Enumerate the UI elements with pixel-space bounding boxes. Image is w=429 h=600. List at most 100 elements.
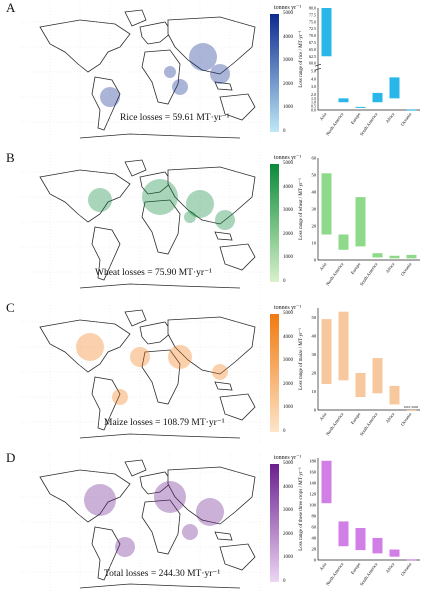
loss-hotspot: [210, 64, 230, 84]
range-bar-north-america: [338, 311, 349, 381]
x-category-label: Europe: [350, 262, 362, 276]
y-tick-label: 80.0: [309, 6, 316, 11]
y-tick-label: 10: [312, 389, 317, 394]
y-tick-label: 20: [312, 370, 317, 375]
landmass-shape: [167, 166, 256, 225]
landmass-shape: [219, 243, 256, 271]
panel-d: D Total losses = 244.30 MT·yr⁻¹ tonnes yr⁻…: [0, 450, 429, 596]
y-tick-label: 67.5: [309, 40, 316, 45]
y-tick-label: 50: [312, 173, 317, 178]
colorbar-tick-label: 5000: [283, 11, 293, 16]
chart-axes: [317, 458, 420, 561]
range-bar-asia: [321, 8, 332, 57]
colorbar: [270, 164, 279, 282]
loss-hotspot: [112, 389, 128, 405]
loss-hotspot: [142, 179, 178, 215]
colorbar-unit: tonnes yr⁻¹: [274, 455, 302, 461]
range-bar-south-america: [372, 253, 383, 258]
y-tick-label: 60: [312, 524, 317, 529]
panel-a: A Rice losses = 59.61 MT·yr⁻¹ tonnes yr⁻¹ 5…: [0, 0, 429, 146]
colorbar-tick-label: 4000: [283, 34, 293, 40]
y-axis-label: Loss range of rice / MT·yr⁻¹: [298, 30, 304, 88]
landmass-shape: [91, 526, 121, 581]
y-tick-label: 72.5: [309, 26, 316, 31]
y-tick-label: 65.0: [309, 47, 316, 52]
landmass-shape: [124, 159, 147, 177]
panel-letter: A: [6, 0, 16, 15]
map-graticule: [20, 152, 265, 292]
map-graticule: [20, 302, 265, 442]
colorbar: [270, 314, 279, 432]
y-tick-label: 160: [309, 469, 317, 474]
landmass-shape: [141, 199, 181, 255]
loss-hotspots: [84, 481, 224, 557]
panel-letter: C: [6, 300, 15, 315]
colorbar-tick-label: 1000: [283, 555, 293, 561]
x-category-label: North America: [325, 262, 345, 287]
world-map: [20, 302, 265, 442]
loss-hotspot: [184, 211, 196, 223]
world-map: [20, 2, 265, 142]
loss-hotspot: [100, 87, 120, 107]
landmass-shape: [39, 169, 131, 223]
x-category-label: North America: [325, 562, 345, 587]
y-tick-label: 120: [309, 491, 317, 496]
y-tick-label: 20: [312, 224, 317, 229]
x-category-label: North America: [325, 412, 345, 437]
x-category-label: Europe: [350, 412, 362, 426]
loss-total-label: Wheat losses = 75.90 MT·yr⁻¹: [95, 268, 212, 278]
range-bar-north-america: [338, 234, 349, 250]
y-tick-label: 0: [314, 408, 317, 413]
x-category-label: Africa: [385, 262, 396, 274]
colorbar-tick-label: 1000: [283, 405, 293, 411]
landmass-shape: [141, 49, 181, 105]
axis-break-mark: [314, 63, 322, 71]
loss-hotspot: [76, 333, 104, 361]
range-bar-south-america: [372, 92, 383, 103]
loss-range-chart: Loss range of maize / MT·yr⁻¹ 50 40 30 20 10 0…: [298, 308, 420, 437]
x-category-label: Asia: [318, 562, 327, 572]
loss-total-label: Maize losses = 108.79 MT·yr⁻¹: [104, 418, 225, 428]
colorbar-tick-label: 2000: [283, 81, 293, 87]
y-tick-label: 0.5: [311, 104, 316, 109]
colorbar-tick-label: 5000: [283, 461, 293, 466]
y-tick-label: 62.5: [309, 54, 316, 59]
chart-axes: [317, 158, 420, 261]
panel-b: B Wheat losses = 75.90 MT·yr⁻¹ tonnes yr⁻¹…: [0, 150, 429, 296]
loss-hotspots: [100, 43, 230, 107]
landmass-shape: [214, 531, 233, 541]
x-category-label: Oceania: [400, 562, 413, 577]
loss-hotspot: [88, 188, 112, 212]
y-tick-label: 0.0: [311, 108, 316, 113]
y-tick-label: 180: [309, 458, 317, 463]
loss-hotspot: [164, 66, 176, 78]
landmass-shape: [219, 543, 256, 571]
landmass-shape: [139, 471, 173, 495]
landmass-shape: [124, 9, 147, 27]
landmass-shape: [219, 93, 256, 121]
y-tick-label: 1.0: [311, 100, 316, 105]
range-bar-north-america: [338, 98, 349, 103]
landmass-shape: [167, 16, 256, 75]
panel-letter: B: [6, 150, 15, 165]
landmass-shape: [139, 171, 173, 195]
loss-hotspot: [115, 537, 135, 557]
colorbar-tick-label: 4000: [283, 184, 293, 190]
y-tick-label: 30: [312, 207, 317, 212]
colorbar-tick-label: 5000: [283, 311, 293, 316]
loss-total-label: Total losses = 244.30 MT·yr⁻¹: [104, 569, 221, 579]
loss-hotspot: [168, 345, 192, 369]
colorbar-tick-label: 1000: [283, 255, 293, 261]
y-tick-label: 4.0: [311, 76, 316, 81]
range-bar-europe: [355, 197, 366, 247]
y-axis-label: Loss range of these three crops / MT·yr⁻…: [298, 467, 304, 551]
range-bar-africa: [389, 385, 400, 405]
loss-hotspots: [76, 333, 228, 405]
loss-hotspot: [215, 210, 235, 230]
x-category-label: Asia: [318, 112, 327, 122]
world-map: [20, 152, 265, 292]
range-bar-north-america: [338, 521, 349, 547]
landmass-shape: [167, 316, 256, 375]
y-axis-label: Loss range of wheat / MT·yr⁻¹: [298, 178, 304, 240]
chart-axes: [317, 308, 420, 411]
